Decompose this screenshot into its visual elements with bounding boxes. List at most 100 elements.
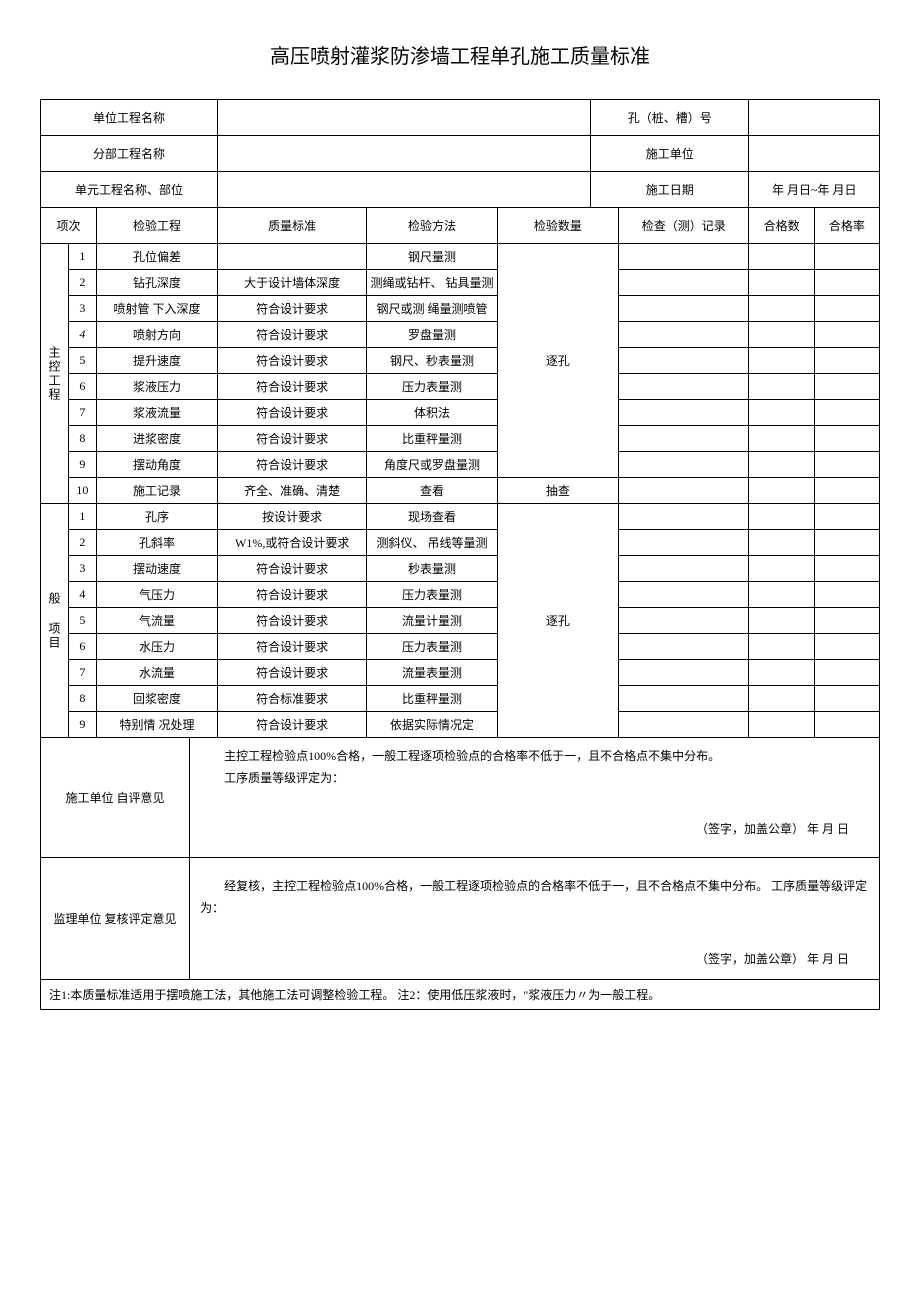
general-standard-9: 符合设计要求 [218, 712, 367, 738]
construction-date-label: 施工日期 [590, 172, 748, 208]
main-row-1: 主控工程 1 孔位偏差 钢尺量测 逐孔 [41, 244, 880, 270]
main-no-9: 9 [68, 452, 96, 478]
supervision-sign: （签字，加盖公章） 年 月 日 [200, 919, 869, 971]
main-no-10: 10 [68, 478, 96, 504]
general-method-6: 压力表量测 [367, 634, 498, 660]
main-method-8: 比重秤量测 [367, 426, 498, 452]
element-project-label: 单元工程名称、部位 [41, 172, 218, 208]
general-quantity: 逐孔 [497, 504, 618, 738]
supervision-opinion-content: 经复核，主控工程检验点100%合格，一般工程逐项检验点的合格率不低于一，且不合格… [190, 858, 880, 980]
general-method-8: 比重秤量测 [367, 686, 498, 712]
main-method-1: 钢尺量测 [367, 244, 498, 270]
main-standard-5: 符合设计要求 [218, 348, 367, 374]
main-project-9: 摆动角度 [96, 452, 217, 478]
general-method-5: 流量计量测 [367, 608, 498, 634]
general-row-7: 7 水流量 符合设计要求 流量表量测 [41, 660, 880, 686]
document-title: 高压喷射灌浆防渗墙工程单孔施工质量标准 [40, 40, 880, 69]
unit-project-value [218, 100, 591, 136]
main-standard-4: 符合设计要求 [218, 322, 367, 348]
general-row-6: 6 水压力 符合设计要求 压力表量测 [41, 634, 880, 660]
element-project-value [218, 172, 591, 208]
general-no-4: 4 [68, 582, 96, 608]
header-row-1: 单位工程名称 孔（桩、槽）号 [41, 100, 880, 136]
general-project-5: 气流量 [96, 608, 217, 634]
main-row-4: 4 喷射方向 符合设计要求 罗盘量测 [41, 322, 880, 348]
notes: 注1:本质量标准适用于摆喷施工法，其他施工法可调整检验工程。 注2：使用低压浆液… [41, 979, 880, 1009]
main-no-8: 8 [68, 426, 96, 452]
column-header-row: 项次 检验工程 质量标准 检验方法 检验数量 检查（测）记录 合格数 合格率 [41, 208, 880, 244]
general-standard-4: 符合设计要求 [218, 582, 367, 608]
general-method-4: 压力表量测 [367, 582, 498, 608]
general-no-7: 7 [68, 660, 96, 686]
construction-unit-label: 施工单位 [590, 136, 748, 172]
general-project-3: 摆动速度 [96, 556, 217, 582]
main-project-10: 施工记录 [96, 478, 217, 504]
general-row-9: 9 特别情 况处理 符合设计要求 依据实际情况定 [41, 712, 880, 738]
main-standard-8: 符合设计要求 [218, 426, 367, 452]
main-project-4: 喷射方向 [96, 322, 217, 348]
general-row-4: 4 气压力 符合设计要求 压力表量测 [41, 582, 880, 608]
general-standard-5: 符合设计要求 [218, 608, 367, 634]
col-inspection-record: 检查（测）记录 [618, 208, 749, 244]
hole-number-value [749, 100, 880, 136]
general-no-8: 8 [68, 686, 96, 712]
main-standard-6: 符合设计要求 [218, 374, 367, 400]
general-project-2: 孔斜率 [96, 530, 217, 556]
general-project-8: 回浆密度 [96, 686, 217, 712]
general-standard-6: 符合设计要求 [218, 634, 367, 660]
general-no-1: 1 [68, 504, 96, 530]
main-row-8: 8 进浆密度 符合设计要求 比重秤量测 [41, 426, 880, 452]
general-project-4: 气压力 [96, 582, 217, 608]
main-row-10: 10 施工记录 齐全、准确、清楚 查看 抽查 [41, 478, 880, 504]
main-no-4: 4 [68, 322, 96, 348]
main-standard-3: 符合设计要求 [218, 296, 367, 322]
supervision-opinion-label: 监理单位 复核评定意见 [41, 858, 190, 980]
main-method-3: 钢尺或测 绳量测喷管 [367, 296, 498, 322]
sub-project-value [218, 136, 591, 172]
general-project-1: 孔序 [96, 504, 217, 530]
main-count-1 [749, 244, 814, 270]
main-no-7: 7 [68, 400, 96, 426]
main-record-1 [618, 244, 749, 270]
main-project-1: 孔位偏差 [96, 244, 217, 270]
main-method-4: 罗盘量测 [367, 322, 498, 348]
main-row-3: 3 喷射管 下入深度 符合设计要求 钢尺或测 绳量测喷管 [41, 296, 880, 322]
main-standard-1 [218, 244, 367, 270]
col-qualified-rate: 合格率 [814, 208, 879, 244]
sub-project-label: 分部工程名称 [41, 136, 218, 172]
main-method-9: 角度尺或罗盘量测 [367, 452, 498, 478]
main-method-6: 压力表量测 [367, 374, 498, 400]
main-row-5: 5 提升速度 符合设计要求 钢尺、秒表量测 [41, 348, 880, 374]
main-project-6: 浆液压力 [96, 374, 217, 400]
main-project-8: 进浆密度 [96, 426, 217, 452]
general-row-1: 般 项目 1 孔序 按设计要求 现场查看 逐孔 [41, 504, 880, 530]
main-row-6: 6 浆液压力 符合设计要求 压力表量测 [41, 374, 880, 400]
main-standard-10: 齐全、准确、清楚 [218, 478, 367, 504]
general-no-2: 2 [68, 530, 96, 556]
col-inspection-project: 检验工程 [96, 208, 217, 244]
main-project-5: 提升速度 [96, 348, 217, 374]
main-method-5: 钢尺、秒表量测 [367, 348, 498, 374]
general-section-label: 般 项目 [41, 504, 69, 738]
general-row-2: 2 孔斜率 W1%,或符合设计要求 测斜仪、 吊线等量测 [41, 530, 880, 556]
construction-unit-value [749, 136, 880, 172]
main-method-7: 体积法 [367, 400, 498, 426]
construction-line1: 主控工程检验点100%合格，一般工程逐项检验点的合格率不低于一，且不合格点不集中… [200, 746, 869, 768]
construction-opinion-label: 施工单位 自评意见 [41, 738, 190, 858]
general-standard-1: 按设计要求 [218, 504, 367, 530]
general-project-7: 水流量 [96, 660, 217, 686]
general-method-7: 流量表量测 [367, 660, 498, 686]
col-quality-standard: 质量标准 [218, 208, 367, 244]
main-section-label: 主控工程 [41, 244, 69, 504]
col-inspection-method: 检验方法 [367, 208, 498, 244]
main-method-10: 查看 [367, 478, 498, 504]
main-no-1: 1 [68, 244, 96, 270]
main-quantity-1: 逐孔 [497, 244, 618, 478]
general-method-2: 测斜仪、 吊线等量测 [367, 530, 498, 556]
supervision-opinion-row: 监理单位 复核评定意见 经复核，主控工程检验点100%合格，一般工程逐项检验点的… [41, 858, 880, 980]
main-no-3: 3 [68, 296, 96, 322]
construction-line2: 工序质量等级评定为： [200, 768, 869, 790]
main-no-2: 2 [68, 270, 96, 296]
notes-row: 注1:本质量标准适用于摆喷施工法，其他施工法可调整检验工程。 注2：使用低压浆液… [41, 979, 880, 1009]
date-range: 年 月日~年 月日 [749, 172, 880, 208]
